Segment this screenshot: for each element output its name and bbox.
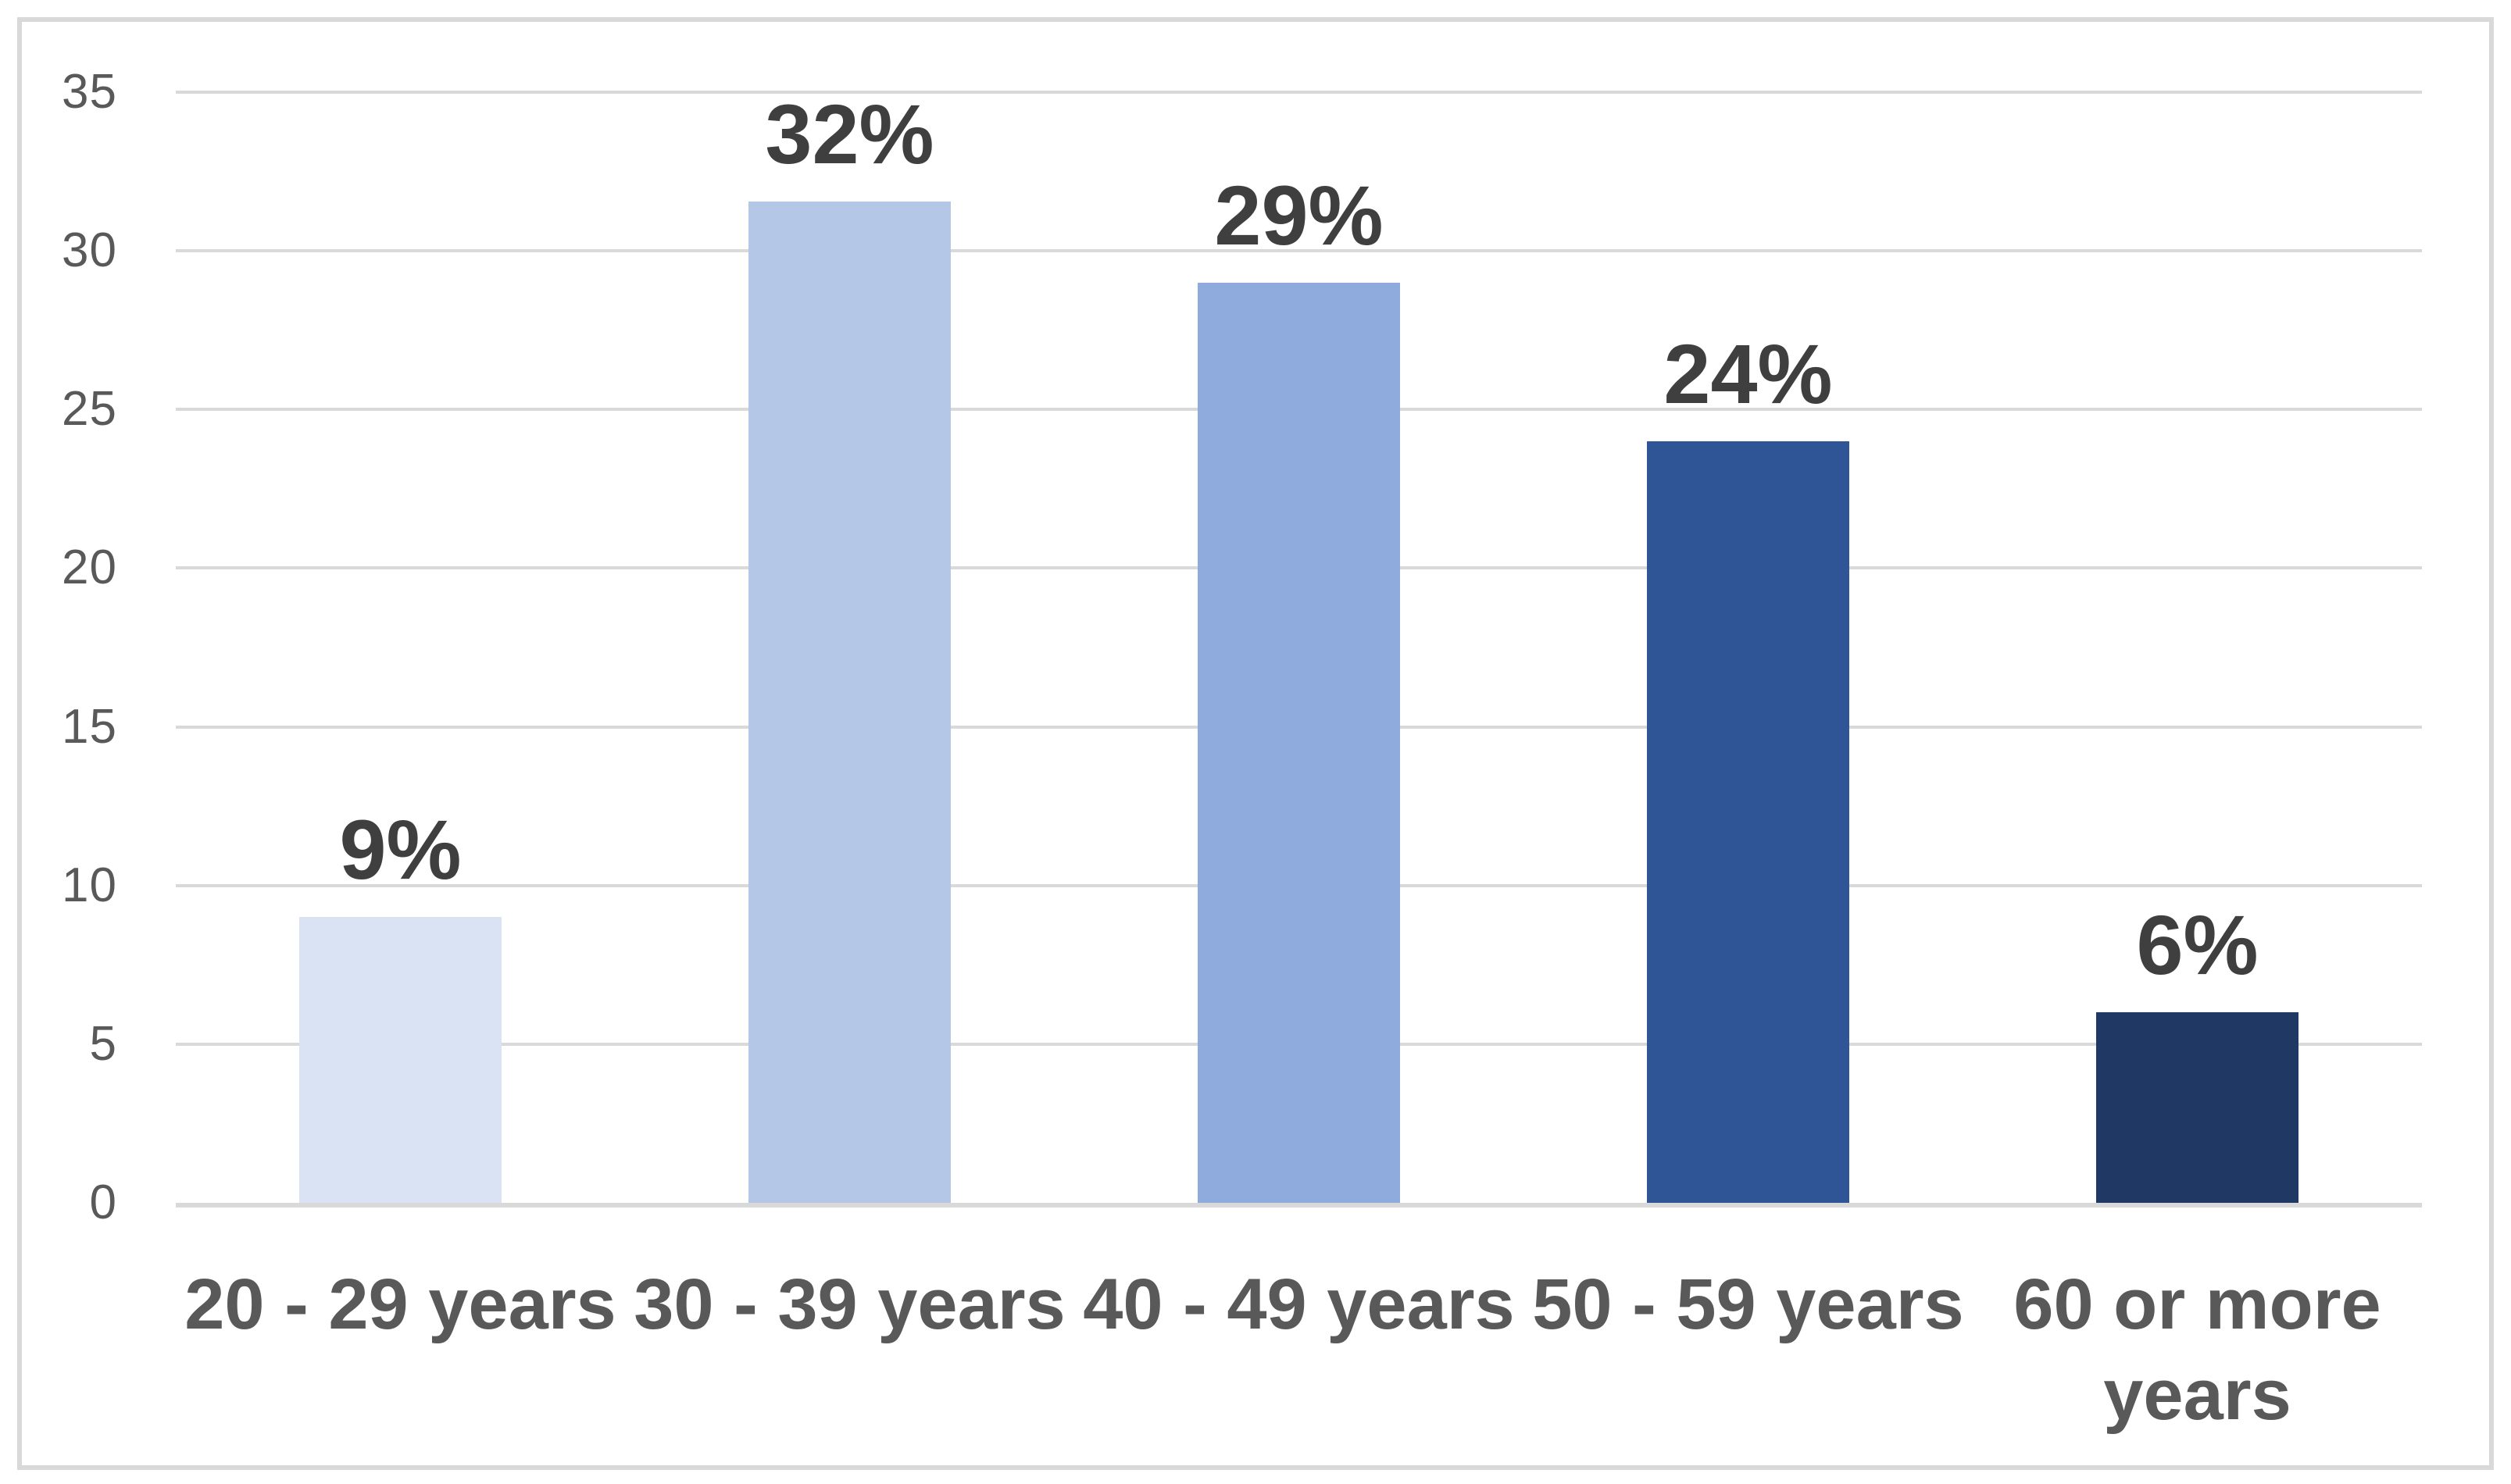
bar-column: 29%	[1074, 92, 1523, 1203]
x-axis-baseline	[176, 1203, 2422, 1208]
gridline	[176, 91, 2422, 94]
bar-column: 6%	[1973, 92, 2422, 1203]
bar-value-label: 24%	[1663, 326, 1833, 421]
bar	[748, 202, 951, 1203]
bar-column: 32%	[625, 92, 1074, 1203]
x-tick-label: 30 - 39 years	[634, 1265, 1066, 1344]
y-tick-label: 5	[89, 1016, 117, 1071]
bar-column: 9%	[176, 92, 625, 1203]
y-tick-label: 0	[89, 1175, 117, 1229]
gridline	[176, 249, 2422, 253]
bar	[2096, 1012, 2298, 1203]
bar	[1647, 441, 1849, 1203]
x-tick-label: 20 - 29 years	[184, 1265, 616, 1344]
y-tick-label: 25	[62, 382, 117, 437]
x-axis-labels: 20 - 29 years 30 - 39 years 40 - 49 years 5…	[176, 1260, 2422, 1441]
y-tick-label: 15	[62, 699, 117, 754]
bar	[1198, 282, 1400, 1203]
bar-value-label: 29%	[1214, 167, 1384, 262]
x-tick-label: 50 - 59 years	[1532, 1265, 1964, 1344]
bar-value-label: 32%	[765, 87, 934, 181]
bar-value-label: 6%	[2136, 897, 2259, 993]
x-tick-label: 60 or more years	[2013, 1265, 2381, 1435]
bars-row: 9% 32% 29% 24% 6%	[176, 92, 2422, 1203]
bar-value-label: 9%	[339, 802, 462, 897]
x-tick-label: 40 - 49 years	[1083, 1265, 1515, 1344]
y-tick-label: 10	[62, 858, 117, 912]
y-tick-label: 20	[62, 540, 117, 595]
bar	[299, 917, 502, 1203]
chart-frame: 0 5 10 15 20 25 30 35 9% 32% 29% 24% 6% 20 - 29 yea…	[17, 17, 2494, 1470]
bar-column: 24%	[1523, 92, 1973, 1203]
y-tick-label: 35	[62, 65, 117, 119]
y-axis: 0 5 10 15 20 25 30 35	[22, 68, 117, 1227]
y-tick-label: 30	[62, 223, 117, 278]
